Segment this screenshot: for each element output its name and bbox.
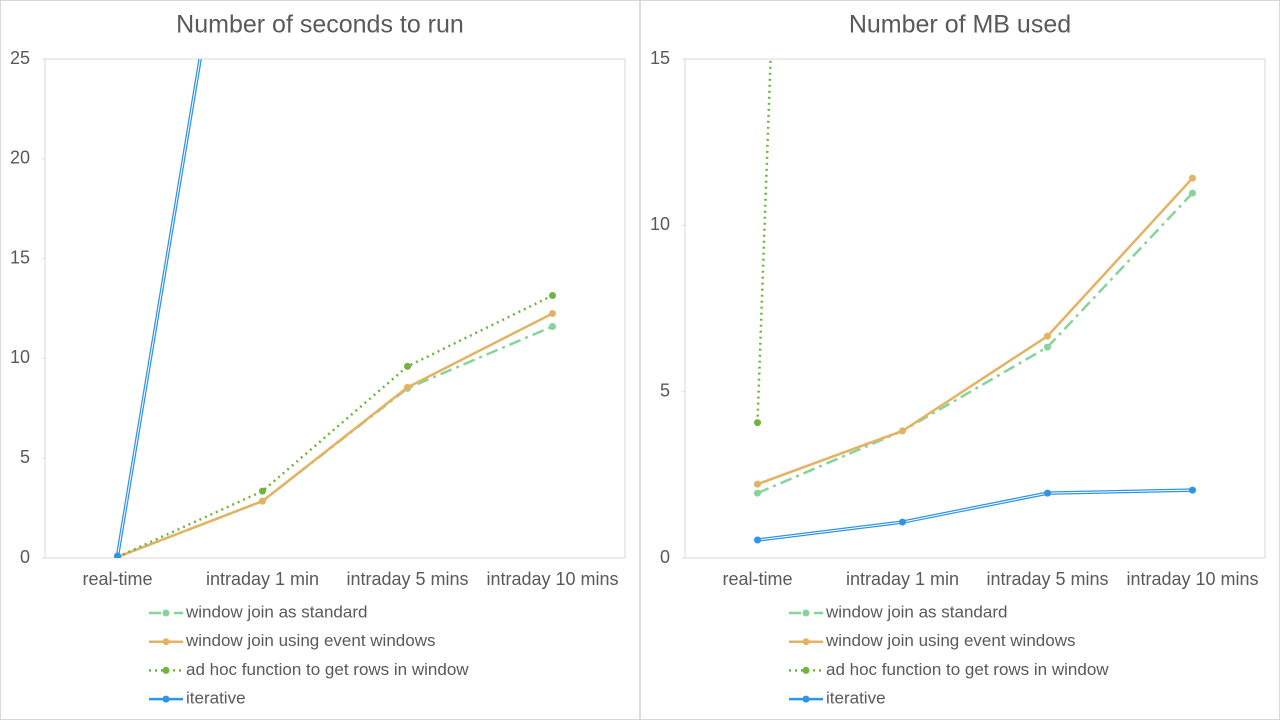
y-tick-label: 5	[660, 380, 670, 400]
legend-marker	[802, 695, 810, 703]
point	[1189, 174, 1196, 182]
y-tick-label: 10	[650, 214, 670, 234]
legend-marker	[802, 666, 810, 674]
series-line	[117, 312, 554, 558]
legend-label: iterative	[186, 689, 246, 708]
legend-marker	[162, 695, 170, 703]
legend-marker	[802, 638, 810, 646]
point	[1044, 332, 1051, 340]
series-line	[756, 59, 772, 423]
y-tick-label: 20	[10, 148, 30, 168]
legend-marker	[162, 666, 170, 674]
x-tick-label: intraday 5 mins	[986, 569, 1108, 589]
series-line	[757, 488, 1193, 542]
series-line	[757, 192, 1194, 495]
point	[899, 427, 906, 435]
legend-label: window join using event windows	[185, 631, 435, 650]
point	[754, 480, 761, 488]
point	[259, 497, 266, 505]
chart-title: Number of seconds to run	[176, 11, 464, 39]
point	[549, 309, 556, 317]
point	[404, 383, 411, 391]
legend-label: iterative	[826, 689, 886, 708]
point	[1044, 343, 1051, 351]
x-tick-label: intraday 1 min	[206, 569, 319, 589]
series-line-inner	[117, 59, 201, 557]
point	[754, 489, 761, 497]
legend-label: ad hoc function to get rows in window	[186, 660, 469, 679]
point	[549, 322, 556, 330]
point	[754, 536, 761, 544]
point	[259, 487, 266, 495]
x-tick-label: intraday 10 mins	[1126, 569, 1258, 589]
y-tick-label: 25	[10, 48, 30, 68]
series-line	[757, 177, 1194, 486]
point	[549, 292, 556, 300]
legend-label: window join as standard	[825, 602, 1007, 621]
series-line	[117, 325, 553, 558]
plot	[754, 59, 1196, 544]
series-line-inner	[757, 489, 1193, 541]
x-tick-label: real-time	[82, 569, 152, 589]
legend-marker	[162, 638, 170, 646]
point	[404, 362, 411, 370]
series-line	[116, 294, 554, 558]
series-line	[115, 59, 202, 557]
legend-label: ad hoc function to get rows in window	[826, 660, 1109, 679]
point	[754, 419, 761, 427]
legend-label: window join using event windows	[825, 631, 1075, 650]
x-tick-label: intraday 5 mins	[346, 569, 468, 589]
x-tick-label: intraday 10 mins	[486, 569, 618, 589]
x-tick-label: intraday 1 min	[846, 569, 959, 589]
plot-area	[44, 58, 626, 559]
y-tick-label: 15	[650, 48, 670, 68]
y-tick-label: 5	[20, 447, 30, 467]
legend-label: window join as standard	[185, 602, 367, 621]
legend-marker	[162, 609, 170, 617]
legend-marker	[802, 609, 810, 617]
y-tick-label: 10	[10, 347, 30, 367]
y-tick-label: 0	[660, 547, 670, 567]
plot-area	[684, 58, 1266, 559]
plot	[114, 59, 556, 558]
point	[899, 518, 906, 526]
point	[1044, 489, 1051, 497]
y-tick-label: 0	[20, 547, 30, 567]
y-tick-label: 15	[10, 247, 30, 267]
chart-title: Number of MB used	[849, 11, 1071, 39]
x-tick-label: real-time	[722, 569, 792, 589]
point	[114, 552, 121, 558]
point	[1189, 486, 1196, 494]
point	[1189, 189, 1196, 197]
